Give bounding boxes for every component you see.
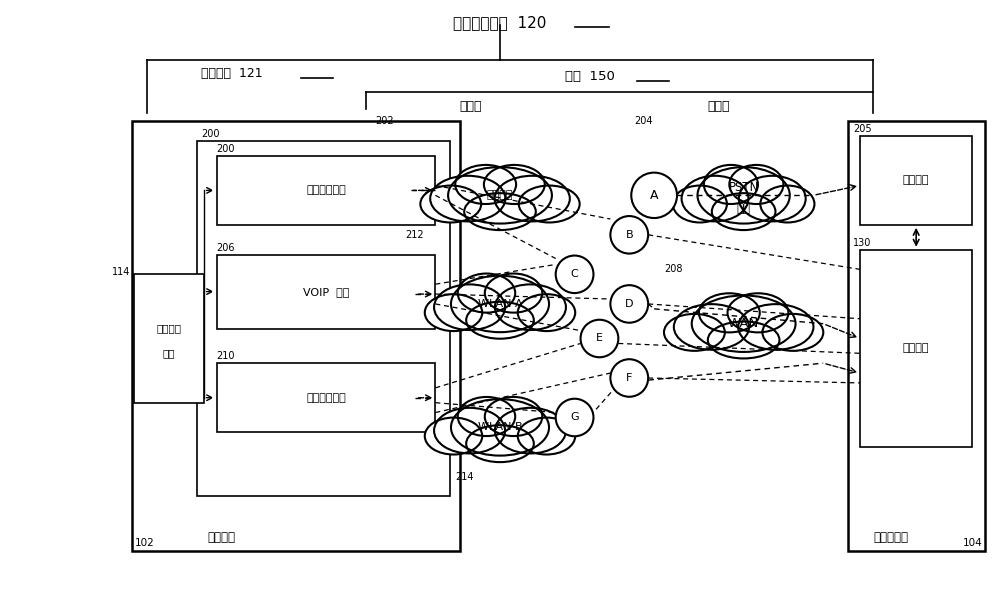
Text: WLAN A: WLAN A bbox=[478, 299, 522, 309]
Ellipse shape bbox=[458, 397, 515, 436]
Text: C: C bbox=[571, 269, 578, 279]
Ellipse shape bbox=[466, 425, 534, 462]
Text: 视频会议程序: 视频会议程序 bbox=[306, 393, 346, 402]
Text: 130: 130 bbox=[853, 237, 871, 248]
Ellipse shape bbox=[434, 285, 505, 330]
Ellipse shape bbox=[484, 165, 545, 204]
Text: 212: 212 bbox=[406, 230, 424, 240]
Text: 媒体连接信道  120: 媒体连接信道 120 bbox=[453, 15, 547, 30]
Text: 200: 200 bbox=[202, 129, 220, 139]
Ellipse shape bbox=[448, 167, 552, 224]
Circle shape bbox=[581, 320, 618, 357]
Text: WLAN B: WLAN B bbox=[478, 422, 522, 432]
Text: B: B bbox=[625, 230, 633, 240]
Text: 骨干网: 骨干网 bbox=[708, 100, 730, 113]
Ellipse shape bbox=[728, 293, 788, 332]
Bar bbox=[860, 136, 972, 225]
Ellipse shape bbox=[682, 176, 748, 221]
Text: A: A bbox=[650, 189, 658, 202]
Text: 接入网: 接入网 bbox=[459, 100, 481, 113]
Ellipse shape bbox=[495, 285, 566, 330]
Text: 204: 204 bbox=[634, 116, 653, 126]
Ellipse shape bbox=[708, 322, 779, 358]
Ellipse shape bbox=[518, 294, 575, 331]
Text: 208: 208 bbox=[664, 264, 683, 274]
Bar bbox=[132, 121, 460, 551]
Text: 程序: 程序 bbox=[163, 348, 175, 358]
Ellipse shape bbox=[495, 176, 570, 221]
Text: 测试发起: 测试发起 bbox=[156, 324, 181, 334]
Text: 蜂窝电话程序: 蜂窝电话程序 bbox=[306, 185, 346, 196]
Ellipse shape bbox=[485, 397, 542, 436]
Text: D: D bbox=[625, 299, 634, 309]
Ellipse shape bbox=[464, 193, 536, 230]
Bar bbox=[197, 141, 450, 496]
Ellipse shape bbox=[738, 304, 813, 350]
Text: 计算设备: 计算设备 bbox=[208, 532, 236, 544]
Text: VOIP  程序: VOIP 程序 bbox=[303, 286, 349, 297]
Ellipse shape bbox=[495, 408, 566, 453]
Ellipse shape bbox=[699, 293, 760, 332]
Ellipse shape bbox=[739, 176, 806, 221]
Ellipse shape bbox=[673, 185, 727, 222]
Text: 载波网络: 载波网络 bbox=[487, 190, 513, 200]
Ellipse shape bbox=[420, 185, 481, 222]
Bar bbox=[848, 121, 985, 551]
Text: 102: 102 bbox=[135, 538, 155, 548]
Bar bbox=[860, 249, 972, 447]
Ellipse shape bbox=[697, 167, 790, 224]
Bar bbox=[217, 363, 435, 432]
Text: 网络: 网络 bbox=[737, 202, 751, 215]
Text: 214: 214 bbox=[455, 472, 474, 481]
Ellipse shape bbox=[729, 165, 783, 204]
Ellipse shape bbox=[762, 314, 823, 351]
Ellipse shape bbox=[674, 304, 749, 350]
Text: 网络  150: 网络 150 bbox=[565, 71, 614, 83]
Circle shape bbox=[610, 216, 648, 254]
Ellipse shape bbox=[664, 314, 725, 351]
Ellipse shape bbox=[458, 273, 515, 313]
Text: E: E bbox=[596, 334, 603, 343]
Text: 200: 200 bbox=[217, 144, 235, 154]
Text: 114: 114 bbox=[112, 267, 130, 277]
Text: 205: 205 bbox=[853, 124, 872, 134]
Ellipse shape bbox=[434, 408, 505, 453]
Text: 206: 206 bbox=[217, 243, 235, 252]
Ellipse shape bbox=[712, 193, 775, 230]
Ellipse shape bbox=[425, 294, 482, 331]
Circle shape bbox=[556, 399, 593, 437]
Ellipse shape bbox=[425, 417, 482, 454]
Text: WAN: WAN bbox=[728, 317, 759, 330]
Bar bbox=[217, 156, 435, 225]
Text: PSTN: PSTN bbox=[728, 181, 759, 194]
Ellipse shape bbox=[518, 417, 575, 454]
Bar bbox=[217, 255, 435, 329]
Circle shape bbox=[631, 173, 677, 218]
Ellipse shape bbox=[430, 176, 505, 221]
Ellipse shape bbox=[485, 273, 542, 313]
Circle shape bbox=[610, 359, 648, 396]
Text: 210: 210 bbox=[217, 351, 235, 361]
Ellipse shape bbox=[704, 165, 758, 204]
Circle shape bbox=[610, 285, 648, 323]
Circle shape bbox=[556, 255, 593, 293]
Ellipse shape bbox=[455, 165, 516, 204]
Text: 电话程序: 电话程序 bbox=[903, 175, 929, 185]
Text: G: G bbox=[570, 413, 579, 423]
Text: 通信程序  121: 通信程序 121 bbox=[201, 68, 262, 80]
Ellipse shape bbox=[692, 295, 796, 352]
Ellipse shape bbox=[451, 276, 549, 332]
Text: 测试程序: 测试程序 bbox=[903, 343, 929, 353]
Ellipse shape bbox=[451, 399, 549, 456]
Ellipse shape bbox=[519, 185, 580, 222]
Text: F: F bbox=[626, 373, 632, 383]
Text: 104: 104 bbox=[963, 538, 982, 548]
Ellipse shape bbox=[760, 185, 814, 222]
Text: 202: 202 bbox=[376, 116, 394, 126]
Ellipse shape bbox=[466, 302, 534, 338]
Text: 测试服务器: 测试服务器 bbox=[873, 532, 908, 544]
Bar bbox=[134, 274, 204, 402]
